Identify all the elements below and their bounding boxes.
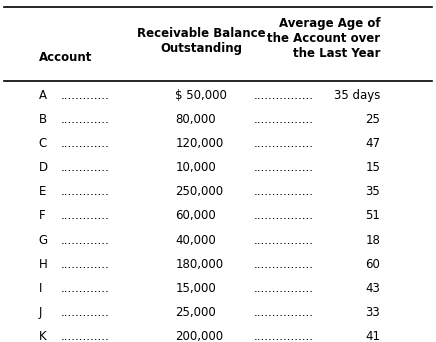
Text: 35: 35 <box>366 185 380 198</box>
Text: 15,000: 15,000 <box>175 282 216 295</box>
Text: ................: ................ <box>254 137 314 150</box>
Text: 60,000: 60,000 <box>175 209 216 222</box>
Text: .............: ............. <box>61 209 110 222</box>
Text: $ 50,000: $ 50,000 <box>175 89 227 102</box>
Text: D: D <box>38 161 48 174</box>
Text: .............: ............. <box>61 330 110 342</box>
Text: 180,000: 180,000 <box>175 258 223 271</box>
Text: 200,000: 200,000 <box>175 330 223 342</box>
Text: 35 days: 35 days <box>334 89 380 102</box>
Text: 41: 41 <box>365 330 380 342</box>
Text: 47: 47 <box>365 137 380 150</box>
Text: C: C <box>38 137 47 150</box>
Text: 25: 25 <box>365 113 380 126</box>
Text: ................: ................ <box>254 282 314 295</box>
Text: ................: ................ <box>254 185 314 198</box>
Text: I: I <box>38 282 42 295</box>
Text: 18: 18 <box>365 234 380 247</box>
Text: 60: 60 <box>365 258 380 271</box>
Text: B: B <box>38 113 47 126</box>
Text: ................: ................ <box>254 330 314 342</box>
Text: F: F <box>38 209 45 222</box>
Text: ................: ................ <box>254 209 314 222</box>
Text: Receivable Balance
Outstanding: Receivable Balance Outstanding <box>136 27 265 55</box>
Text: J: J <box>38 306 42 319</box>
Text: 15: 15 <box>365 161 380 174</box>
Text: H: H <box>38 258 47 271</box>
Text: ................: ................ <box>254 306 314 319</box>
Text: 120,000: 120,000 <box>175 137 224 150</box>
Text: .............: ............. <box>61 185 110 198</box>
Text: 33: 33 <box>366 306 380 319</box>
Text: A: A <box>38 89 47 102</box>
Text: ................: ................ <box>254 258 314 271</box>
Text: ................: ................ <box>254 161 314 174</box>
Text: 80,000: 80,000 <box>175 113 216 126</box>
Text: .............: ............. <box>61 234 110 247</box>
Text: 51: 51 <box>365 209 380 222</box>
Text: .............: ............. <box>61 306 110 319</box>
Text: .............: ............. <box>61 113 110 126</box>
Text: .............: ............. <box>61 258 110 271</box>
Text: Average Age of
the Account over
the Last Year: Average Age of the Account over the Last… <box>267 17 380 60</box>
Text: .............: ............. <box>61 282 110 295</box>
Text: .............: ............. <box>61 161 110 174</box>
Text: 43: 43 <box>365 282 380 295</box>
Text: .............: ............. <box>61 89 110 102</box>
Text: ................: ................ <box>254 89 314 102</box>
Text: ................: ................ <box>254 234 314 247</box>
Text: ................: ................ <box>254 113 314 126</box>
Text: K: K <box>38 330 46 342</box>
Text: E: E <box>38 185 46 198</box>
Text: G: G <box>38 234 48 247</box>
Text: 25,000: 25,000 <box>175 306 216 319</box>
Text: 10,000: 10,000 <box>175 161 216 174</box>
Text: Account: Account <box>38 51 92 64</box>
Text: 250,000: 250,000 <box>175 185 223 198</box>
Text: 40,000: 40,000 <box>175 234 216 247</box>
Text: .............: ............. <box>61 137 110 150</box>
